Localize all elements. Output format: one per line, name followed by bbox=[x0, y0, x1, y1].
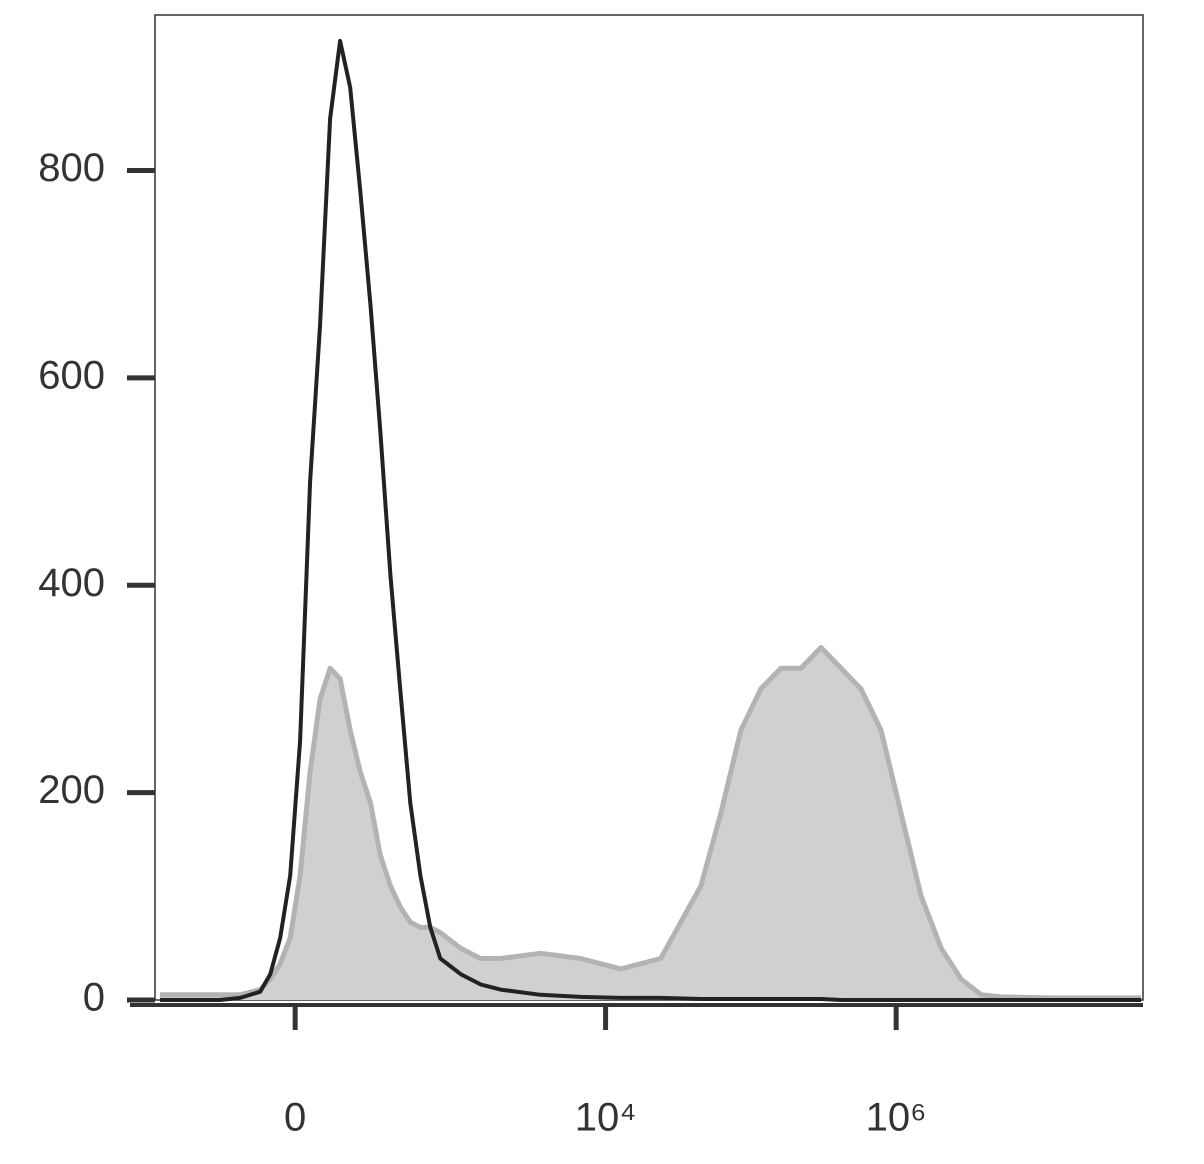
y-tick-label: 200 bbox=[38, 768, 105, 812]
x-tick-label: 10⁴ bbox=[575, 1096, 637, 1140]
histogram-line bbox=[160, 38, 1142, 1002]
y-tick-label: 800 bbox=[38, 146, 105, 190]
y-tick-label: 0 bbox=[83, 976, 105, 1020]
histogram-line bbox=[160, 645, 1142, 1001]
x-tick-label: 0 bbox=[284, 1096, 306, 1140]
area-fill bbox=[160, 647, 1142, 1000]
x-tick-label: 10⁶ bbox=[866, 1096, 927, 1140]
y-tick-label: 400 bbox=[38, 561, 105, 605]
y-tick-label: 600 bbox=[38, 353, 105, 397]
